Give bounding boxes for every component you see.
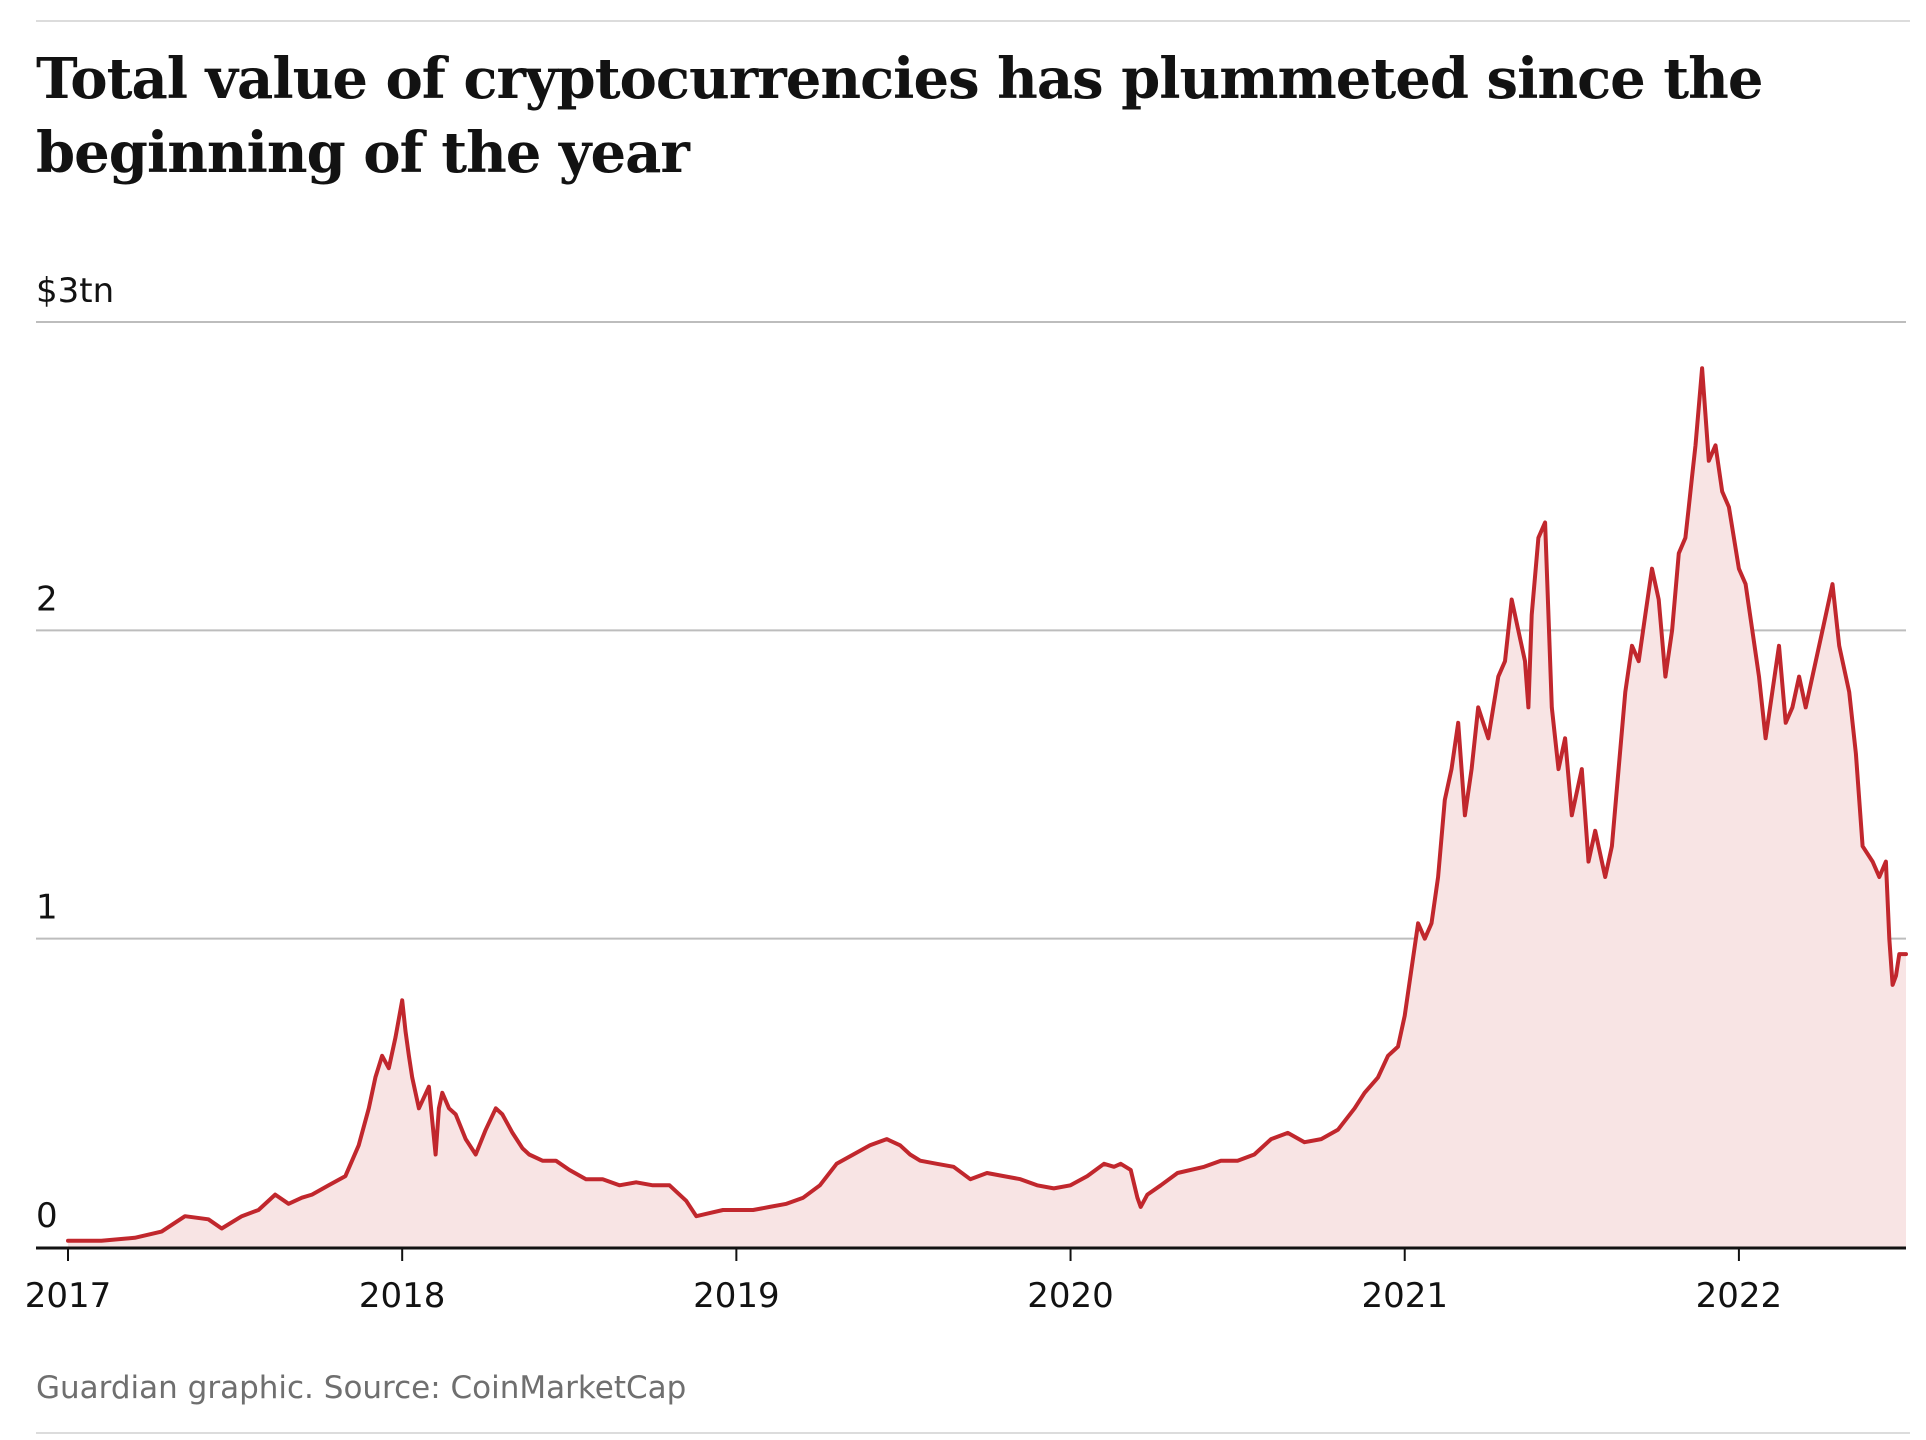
area-fill xyxy=(68,368,1906,1247)
y-tick-label: $3tn xyxy=(36,271,114,311)
x-tick-labels: 2017 2018 2019 2020 2021 2022 xyxy=(25,1276,1782,1316)
x-tick-label: 2017 xyxy=(25,1276,112,1316)
y-tick-labels: $3tn 2 1 0 xyxy=(36,271,114,1236)
bottom-rule xyxy=(36,1432,1910,1434)
source-note: Guardian graphic. Source: CoinMarketCap xyxy=(36,1370,687,1406)
series-line-market-cap xyxy=(66,366,1908,1243)
x-tick-label: 2020 xyxy=(1027,1276,1114,1316)
x-tick-label: 2018 xyxy=(359,1276,446,1316)
x-axis xyxy=(36,1246,1906,1261)
chart-title: Total value of cryptocurrencies has plum… xyxy=(36,46,1764,186)
y-tick-label: 0 xyxy=(36,1196,58,1236)
x-tick-label: 2022 xyxy=(1696,1276,1783,1316)
y-tick-label: 1 xyxy=(36,888,58,928)
x-tick-label: 2019 xyxy=(693,1276,780,1316)
x-tick-label: 2021 xyxy=(1361,1276,1448,1316)
y-tick-label: 2 xyxy=(36,579,58,619)
top-rule xyxy=(36,20,1910,22)
area-layer xyxy=(66,366,1908,1247)
